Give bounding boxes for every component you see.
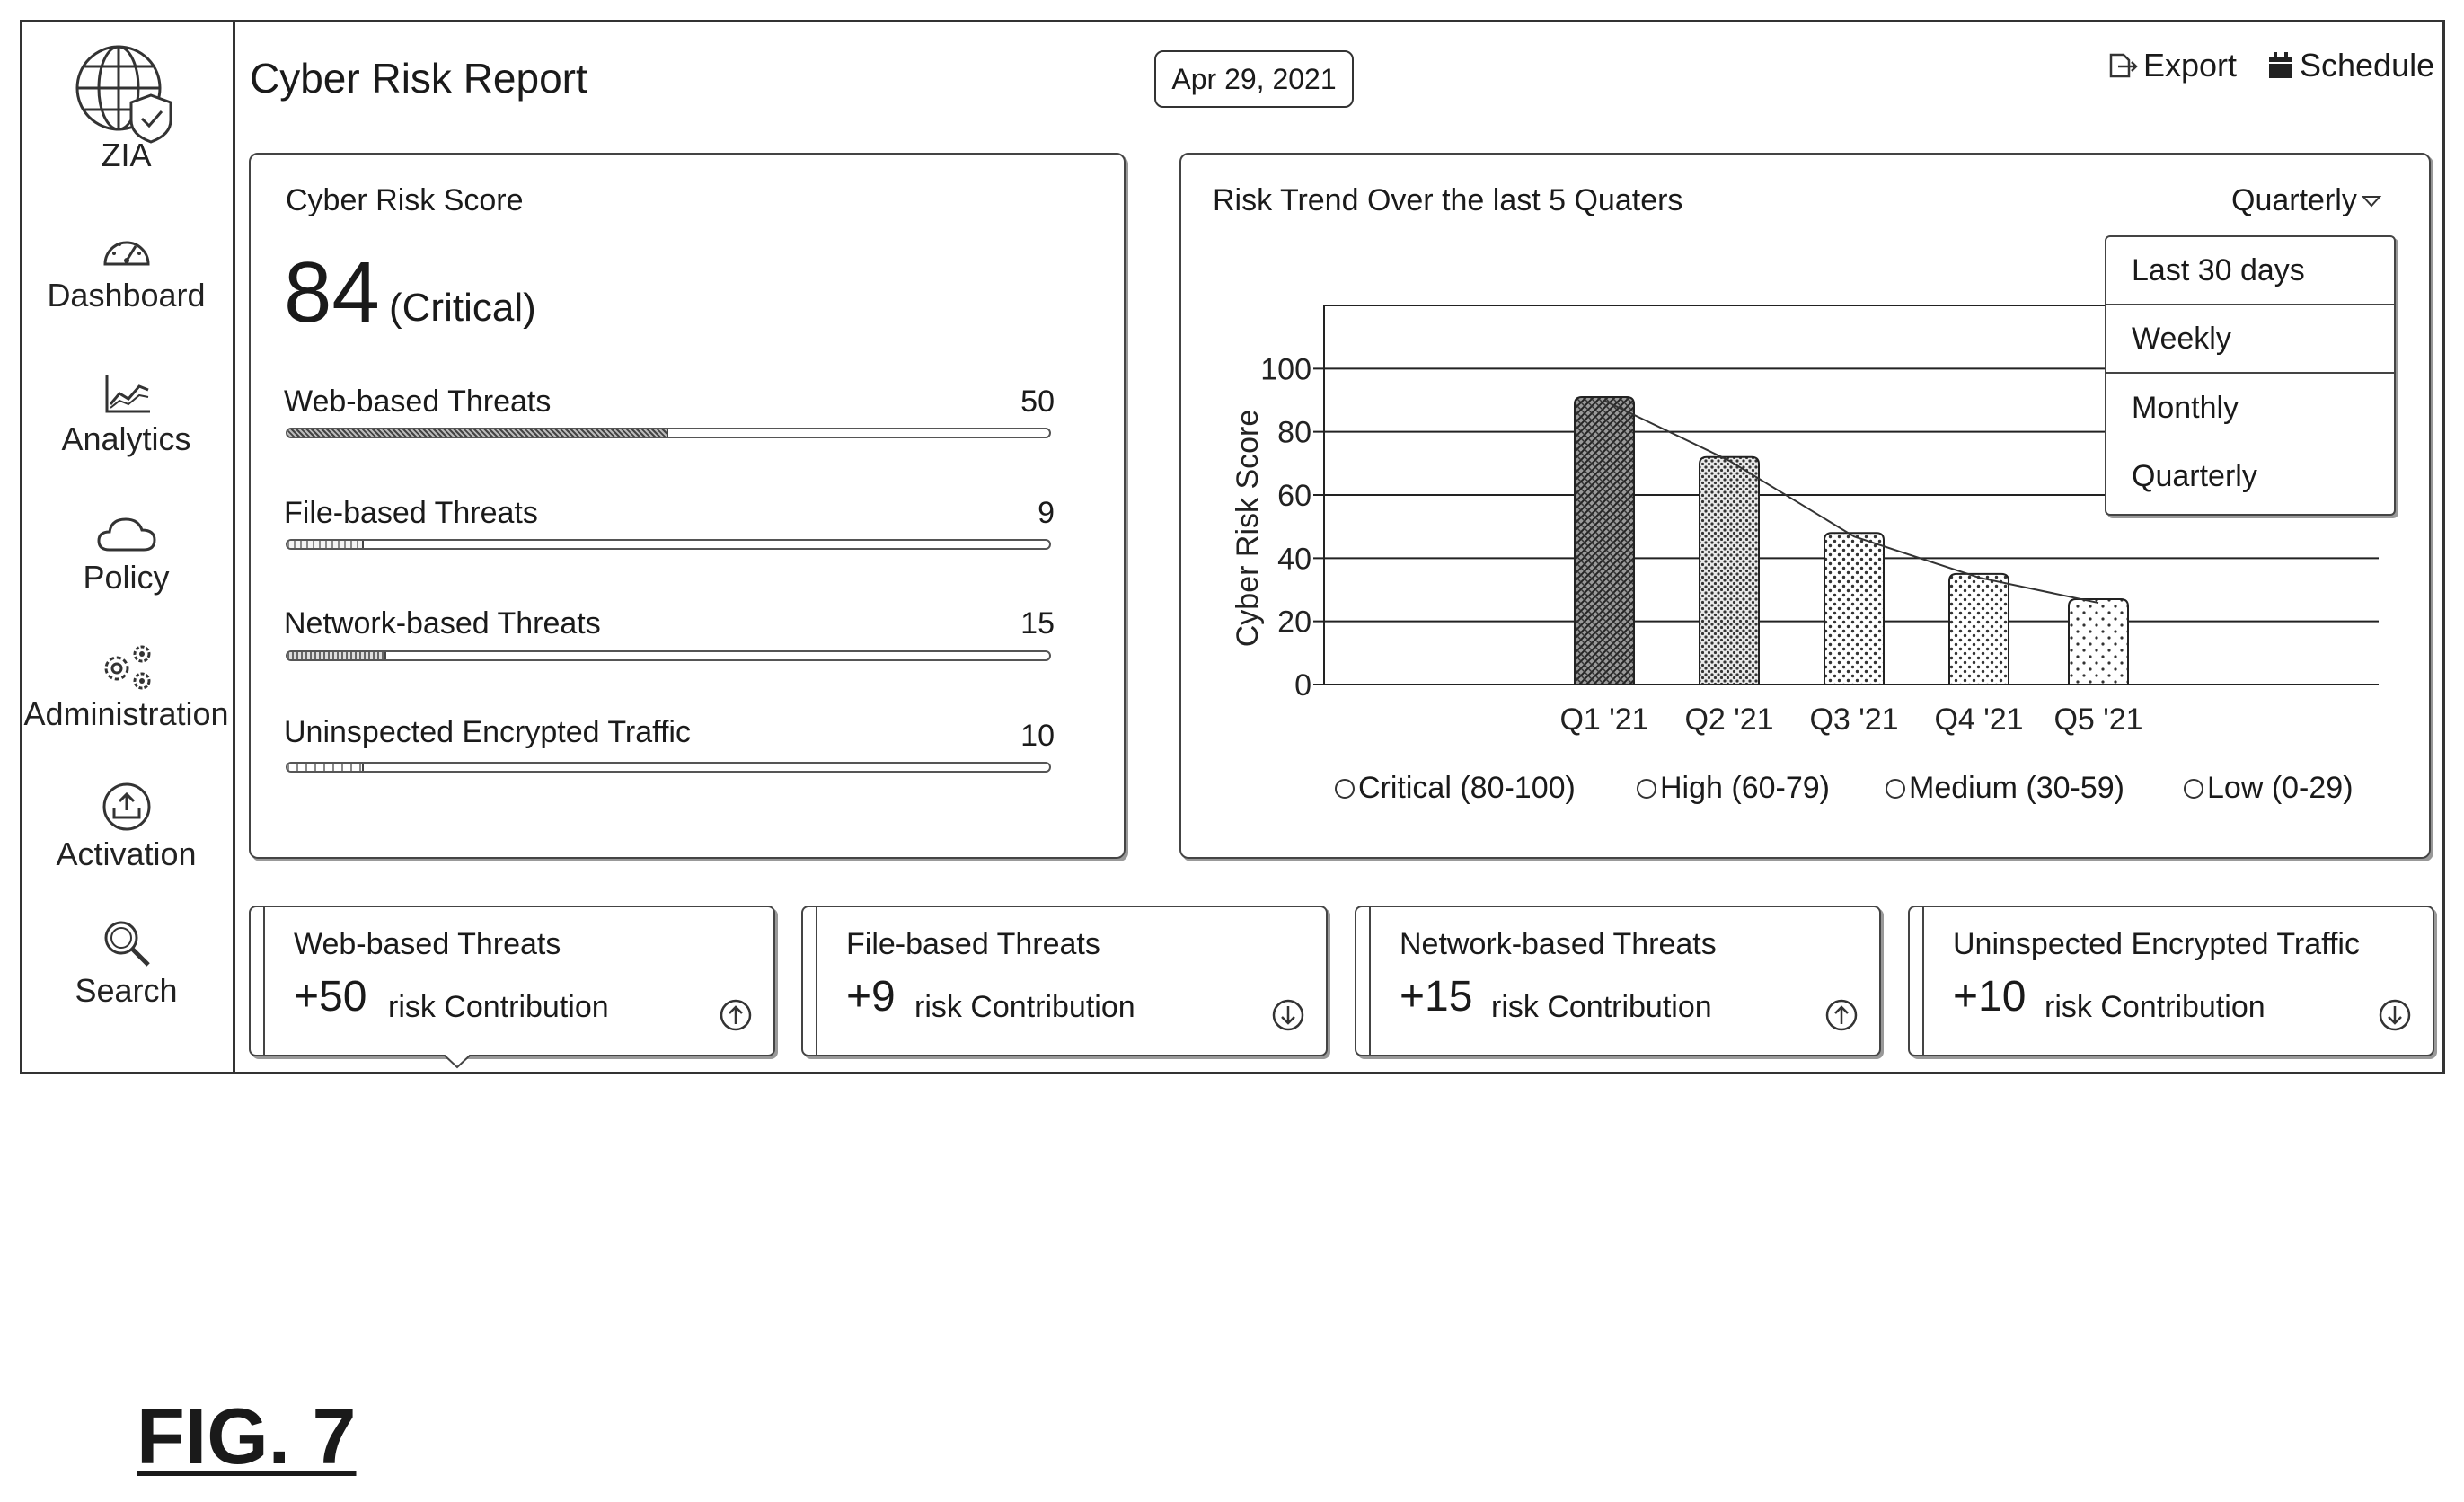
- export-label: Export: [2143, 47, 2238, 84]
- sidebar-item-administration[interactable]: Administration: [20, 641, 233, 733]
- contribution-card-encrypted[interactable]: Uninspected Encrypted Traffic +10 risk C…: [1908, 906, 2434, 1056]
- threat-progress-bar: [286, 762, 1051, 773]
- period-select[interactable]: Quarterly: [2231, 183, 2382, 218]
- card-edge: [1369, 907, 1371, 1055]
- radio-icon: [2184, 778, 2203, 799]
- sidebar-item-zia[interactable]: ZIA: [20, 40, 233, 174]
- sidebar-item-activation[interactable]: Activation: [20, 782, 233, 873]
- arrow-down-icon: [1272, 999, 1304, 1031]
- schedule-label: Schedule: [2300, 47, 2435, 84]
- sidebar-item-label: Search: [75, 972, 178, 1009]
- threat-progress-fill: [287, 429, 668, 437]
- sidebar-item-analytics[interactable]: Analytics: [20, 372, 233, 458]
- card-value: +9: [846, 973, 896, 1020]
- threat-label: File-based Threats: [284, 496, 538, 530]
- legend-label: High (60-79): [1660, 771, 1830, 805]
- arrow-down-icon: [2379, 999, 2411, 1031]
- app-frame: [20, 20, 2445, 1074]
- sidebar-item-label: Dashboard: [47, 277, 206, 314]
- export-button[interactable]: Export: [2107, 47, 2237, 84]
- threat-label: Network-based Threats: [284, 606, 601, 641]
- calendar-icon: [2269, 52, 2292, 78]
- sidebar-item-label: Administration: [23, 695, 229, 732]
- radio-icon: [1335, 778, 1355, 799]
- chevron-down-icon: [2361, 195, 2382, 207]
- radio-icon: [1637, 778, 1656, 799]
- threat-progress-fill: [287, 764, 364, 771]
- sidebar-item-label: Activation: [56, 835, 197, 872]
- gauge-icon: [102, 241, 150, 266]
- threat-value: 50: [1020, 384, 1055, 419]
- threat-value: 15: [1020, 606, 1055, 641]
- threat-label: Uninspected Encrypted Traffic: [284, 715, 691, 749]
- chart-icon: [105, 376, 150, 413]
- date-picker[interactable]: Apr 29, 2021: [1154, 50, 1354, 108]
- card-title: Web-based Threats: [294, 927, 561, 961]
- threat-label: Web-based Threats: [284, 384, 552, 419]
- legend-medium[interactable]: Medium (30-59): [1886, 771, 2124, 806]
- sidebar-item-label: Analytics: [61, 420, 191, 457]
- risk-score-value: 84: [284, 244, 380, 340]
- globe-shield-icon: [75, 45, 172, 144]
- period-option[interactable]: Monthly: [2132, 390, 2239, 425]
- threat-progress-fill: [287, 652, 387, 659]
- contribution-card-file[interactable]: File-based Threats +9 risk Contribution: [801, 906, 1328, 1056]
- card-title: Network-based Threats: [1400, 927, 1717, 961]
- card-edge: [1922, 907, 1924, 1055]
- period-select-value: Quarterly: [2231, 183, 2357, 217]
- card-edge: [816, 907, 817, 1055]
- risk-severity: (Critical): [389, 286, 536, 330]
- risk-trend-panel: [1179, 153, 2431, 859]
- legend-label: Critical (80-100): [1358, 771, 1576, 805]
- period-option[interactable]: Quarterly: [2132, 458, 2257, 493]
- threat-progress-bar: [286, 539, 1051, 550]
- risk-trend-title: Risk Trend Over the last 5 Quaters: [1213, 183, 1683, 217]
- card-title: File-based Threats: [846, 927, 1100, 961]
- legend-critical[interactable]: Critical (80-100): [1335, 771, 1576, 806]
- legend-low[interactable]: Low (0-29): [2184, 771, 2354, 806]
- arrow-up-icon: [720, 999, 752, 1031]
- card-unit: risk Contribution: [2045, 990, 2265, 1024]
- legend-label: Low (0-29): [2207, 771, 2354, 805]
- risk-score-panel: [249, 153, 1126, 859]
- cloud-icon: [96, 517, 156, 552]
- card-unit: risk Contribution: [388, 990, 609, 1024]
- schedule-button[interactable]: Schedule: [2267, 47, 2434, 84]
- contribution-card-web[interactable]: Web-based Threats +50 risk Contribution: [249, 906, 775, 1056]
- sidebar-item-label: Policy: [83, 559, 170, 596]
- contribution-card-network[interactable]: Network-based Threats +15 risk Contribut…: [1355, 906, 1881, 1056]
- legend-label: Medium (30-59): [1909, 771, 2124, 805]
- sidebar-app-label: ZIA: [101, 137, 152, 173]
- sidebar: ZIA Dashboard Analytics Policy: [20, 20, 235, 1074]
- card-value: +10: [1953, 973, 2027, 1020]
- period-option[interactable]: Weekly: [2106, 305, 2394, 374]
- threat-value: 10: [1020, 719, 1055, 753]
- sidebar-item-search[interactable]: Search: [20, 916, 233, 1010]
- search-icon: [104, 921, 150, 967]
- legend-high[interactable]: High (60-79): [1637, 771, 1830, 806]
- card-value: +15: [1400, 973, 1473, 1020]
- radio-icon: [1886, 778, 1905, 799]
- upload-icon: [102, 782, 150, 831]
- export-icon: [2109, 53, 2138, 78]
- threat-progress-fill: [287, 541, 364, 548]
- threat-value: 9: [1038, 496, 1055, 530]
- card-edge: [263, 907, 265, 1055]
- sidebar-item-dashboard[interactable]: Dashboard: [20, 228, 233, 314]
- period-dropdown-menu: Last 30 days Weekly Monthly Quarterly: [2105, 235, 2396, 516]
- card-title: Uninspected Encrypted Traffic: [1953, 927, 2360, 961]
- arrow-up-icon: [1825, 999, 1858, 1031]
- page-title: Cyber Risk Report: [250, 55, 587, 102]
- threat-progress-bar: [286, 650, 1051, 661]
- period-option[interactable]: Last 30 days: [2106, 237, 2394, 305]
- figure-label: FIG. 7: [137, 1392, 357, 1480]
- card-value: +50: [294, 973, 367, 1020]
- card-unit: risk Contribution: [914, 990, 1135, 1024]
- card-unit: risk Contribution: [1491, 990, 1712, 1024]
- gears-icon: [104, 645, 150, 690]
- risk-score-label: Cyber Risk Score: [286, 183, 524, 217]
- threat-progress-bar: [286, 428, 1051, 438]
- sidebar-item-policy[interactable]: Policy: [20, 512, 233, 596]
- selected-card-pointer: [444, 1055, 471, 1069]
